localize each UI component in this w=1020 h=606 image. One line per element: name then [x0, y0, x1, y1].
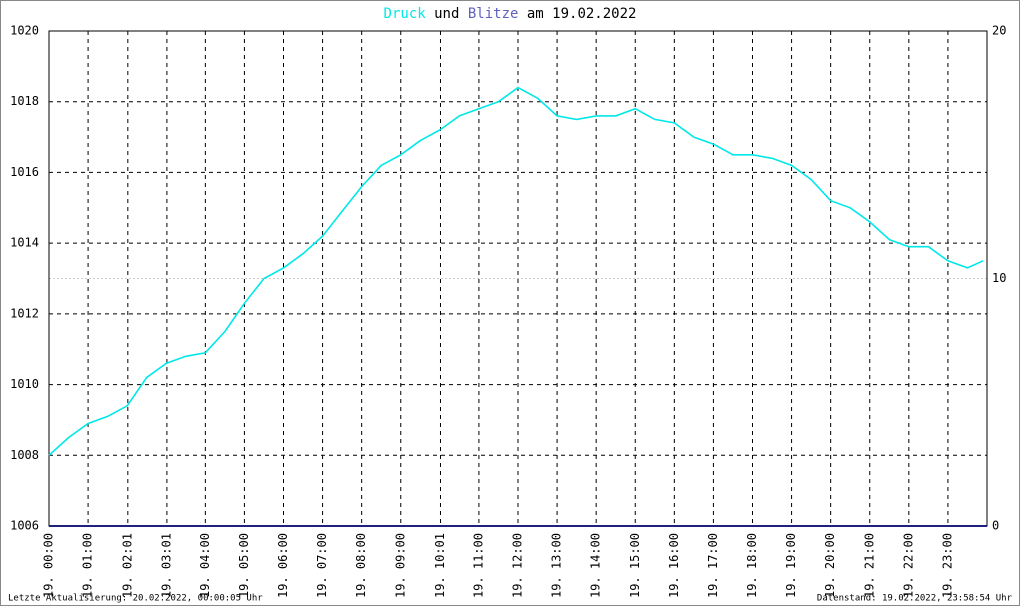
x-tick-label: 19. 18:00 [745, 533, 759, 598]
chart-title: Druck und Blitze am 19.02.2022 [384, 6, 637, 22]
x-tick-label: 19. 02:01 [120, 533, 134, 598]
x-tick-label: 19. 22:00 [901, 533, 915, 598]
y-tick-label: 1006 [10, 519, 39, 533]
title-suffix: am 19.02.2022 [527, 6, 637, 22]
x-tick-label: 19. 04:00 [198, 533, 212, 598]
y-tick-label: 1010 [10, 377, 39, 391]
x-tick-label: 19. 01:00 [81, 533, 95, 598]
title-joiner: und [434, 6, 459, 22]
y2-tick-label: 10 [992, 271, 1006, 285]
footer-right: Datenstand: 19.02.2022, 23:58:54 Uhr [817, 594, 1013, 604]
x-tick-label: 19. 06:00 [276, 533, 290, 598]
x-tick-label: 19. 19:00 [784, 533, 798, 598]
x-tick-label: 19. 08:00 [354, 533, 368, 598]
series-line [48, 86, 984, 456]
x-tick-label: 19. 03:01 [159, 533, 173, 598]
x-tick-label: 19. 09:00 [393, 533, 407, 598]
y-tick-label: 1014 [10, 236, 39, 250]
x-tick-label: 19. 07:00 [315, 533, 329, 598]
x-tick-label: 19. 15:00 [628, 533, 642, 598]
x-tick-label: 19. 20:00 [823, 533, 837, 598]
x-tick-label: 19. 05:00 [237, 533, 251, 598]
x-tick-label: 19. 10:01 [433, 533, 447, 598]
x-tick-label: 19. 17:00 [706, 533, 720, 598]
x-tick-label: 19. 16:00 [667, 533, 681, 598]
x-tick-label: 19. 12:00 [511, 533, 525, 598]
x-tick-label: 19. 21:00 [862, 533, 876, 598]
y-tick-label: 1016 [10, 165, 39, 179]
x-tick-label: 19. 00:00 [42, 533, 56, 598]
y-tick-label: 1018 [10, 94, 39, 108]
y-tick-label: 1020 [10, 24, 39, 38]
footer-left: Letzte Aktualisierung: 20.02.2022, 00:00… [8, 594, 263, 604]
title-series-2: Blitze [468, 6, 519, 22]
y2-tick-label: 20 [992, 24, 1006, 38]
y2-tick-label: 0 [992, 519, 999, 533]
y-tick-label: 1012 [10, 306, 39, 320]
x-tick-label: 19. 13:00 [550, 533, 564, 598]
y-tick-label: 1008 [10, 448, 39, 462]
x-tick-label: 19. 14:00 [589, 533, 603, 598]
title-series-1: Druck [384, 6, 427, 22]
x-tick-label: 19. 11:00 [471, 533, 485, 598]
x-tick-label: 19. 23:00 [940, 533, 954, 598]
